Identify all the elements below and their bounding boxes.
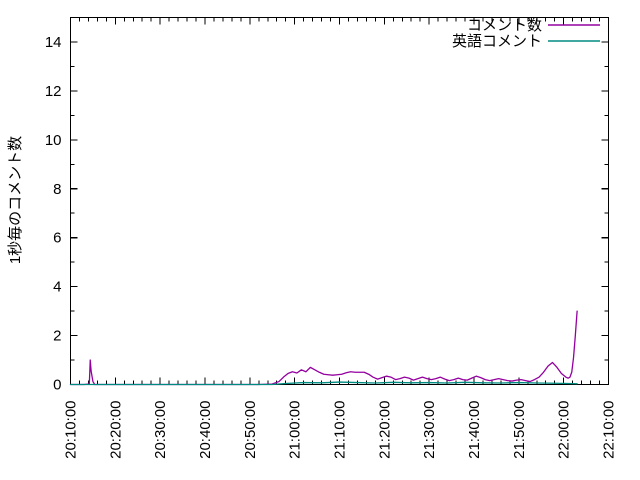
legend-label: コメント数: [467, 17, 542, 34]
y-tick-label: 4: [53, 279, 61, 296]
y-tick-label: 0: [53, 377, 61, 394]
y-axis: 0 2 4 6 8 10 12 14: [45, 34, 609, 394]
x-tick-label: 20:10:00: [63, 401, 80, 459]
x-tick-label: 20:30:00: [152, 401, 169, 459]
x-tick-label: 20:40:00: [197, 401, 214, 459]
x-tick-label: 21:20:00: [376, 401, 393, 459]
x-tick-label: 21:50:00: [511, 401, 528, 459]
y-tick-label: 14: [45, 34, 62, 51]
x-tick-label: 22:10:00: [601, 401, 618, 459]
y-tick-label: 10: [45, 132, 62, 149]
x-tick-label: 22:00:00: [556, 401, 573, 459]
y-axis-title: 1秒毎のコメント数: [7, 136, 24, 264]
y-tick-label: 12: [45, 83, 62, 100]
series-line-english-comment: [69, 381, 578, 386]
legend-label: 英語コメント: [452, 32, 542, 50]
y-tick-label: 8: [53, 181, 61, 198]
x-tick-label: 20:50:00: [242, 401, 259, 459]
x-tick-label: 21:10:00: [332, 401, 349, 459]
series-lines: [69, 310, 578, 386]
x-axis: 20:10:00 20:20:00 20:30:00 20:40:00 20:50:00…: [63, 17, 618, 459]
x-tick-label: 21:40:00: [466, 401, 483, 459]
y-tick-label: 2: [53, 328, 61, 345]
y-tick-label: 6: [53, 230, 61, 247]
x-tick-label: 21:30:00: [421, 401, 438, 459]
x-tick-label: 21:00:00: [287, 401, 304, 459]
x-tick-label: 20:20:00: [107, 401, 124, 459]
